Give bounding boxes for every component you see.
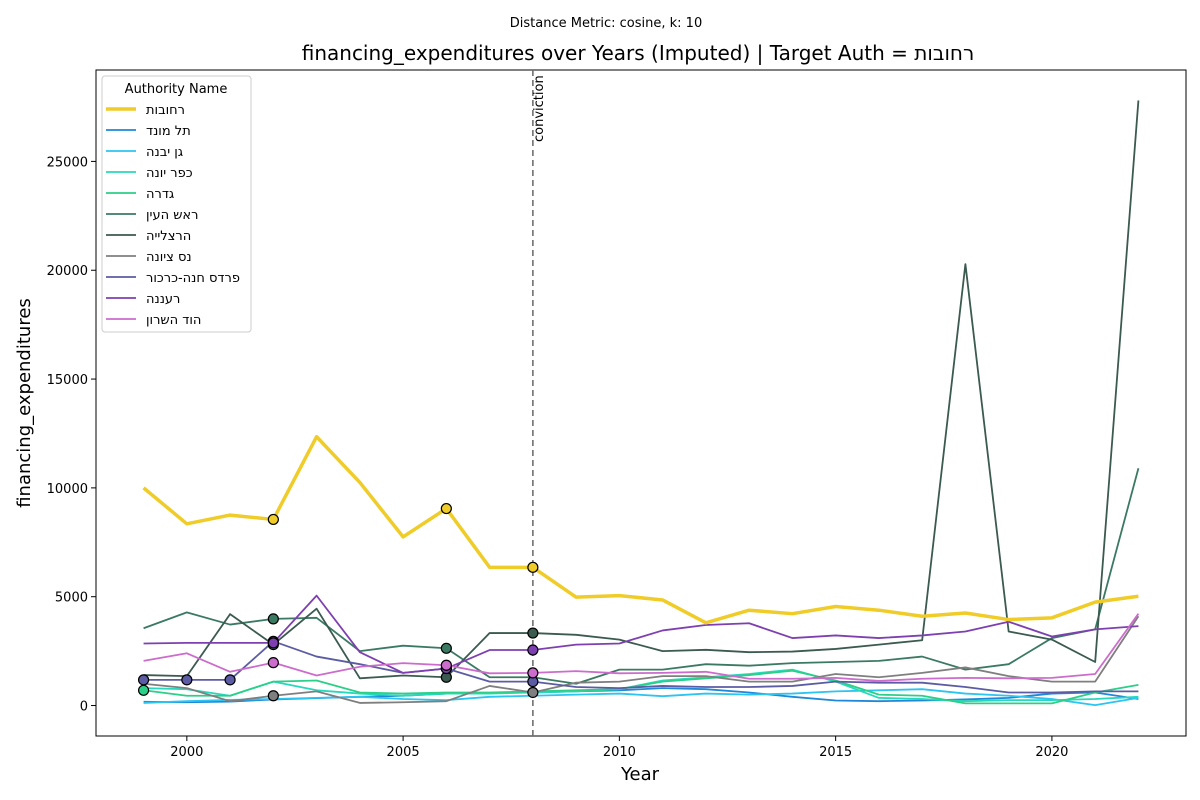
- x-tick-label: 2005: [387, 745, 420, 760]
- conviction-label: conviction: [532, 75, 547, 142]
- y-tick-label: 10000: [47, 482, 88, 497]
- legend-label: רחובות: [146, 103, 185, 118]
- y-tick-label: 0: [80, 700, 88, 715]
- series-line-4: [143, 669, 1139, 705]
- series-line-8: [143, 640, 1139, 694]
- plot-frame: [95, 69, 1187, 737]
- legend: Authority Name רחובות תל מונד גן יבנה כפר י…: [101, 75, 252, 333]
- imputed-point-10: [440, 659, 452, 671]
- imputed-point-10: [267, 657, 279, 669]
- y-axis-label: financing_expenditures: [14, 298, 35, 508]
- chart-title: financing_expenditures over Years (Imput…: [302, 41, 975, 65]
- imputed-point-5: [440, 642, 452, 654]
- legend-label: רעננה: [146, 292, 180, 307]
- imputed-point-8: [137, 674, 150, 686]
- y-tick-label: 5000: [55, 591, 88, 606]
- x-tick-label: 2000: [170, 745, 203, 760]
- imputed-points: [137, 502, 539, 702]
- legend-box: [101, 75, 252, 333]
- imputed-point-10: [527, 667, 539, 679]
- imputed-point-5: [267, 613, 279, 625]
- legend-label: נס ציונה: [146, 250, 192, 265]
- conviction-marker: conviction: [532, 70, 547, 736]
- series-lines: [142, 100, 1140, 706]
- legend-label: ראש העין: [146, 208, 198, 223]
- x-tick-label: 2020: [1035, 745, 1068, 760]
- series-line-5: [143, 468, 1140, 685]
- series-line-6: [143, 100, 1140, 680]
- series-line-0: [142, 434, 1139, 625]
- series-line-9: [143, 594, 1139, 674]
- imputed-point-8: [181, 674, 193, 686]
- imputed-point-0: [267, 513, 279, 526]
- imputed-point-9: [267, 637, 279, 649]
- chart-suptitle: Distance Metric: cosine, k: 10: [510, 16, 702, 31]
- series-line-7: [143, 615, 1140, 704]
- legend-label: פרדס חנה-כרכור: [146, 271, 240, 286]
- series-line-2: [143, 688, 1139, 706]
- x-axis-label: Year: [620, 764, 660, 785]
- x-tick-label: 2015: [819, 745, 852, 760]
- x-tick-label: 2010: [603, 745, 636, 760]
- imputed-point-6: [527, 627, 539, 639]
- legend-label: הוד השרון: [146, 313, 201, 328]
- imputed-point-9: [527, 644, 539, 656]
- y-tick-label: 15000: [47, 373, 88, 388]
- imputed-point-0: [527, 561, 539, 573]
- x-axis: 2000 2005 2010 2015 2020: [170, 736, 1068, 760]
- legend-label: הרצלייה: [146, 229, 191, 244]
- y-tick-label: 20000: [47, 264, 88, 279]
- legend-label: גדרה: [146, 187, 174, 202]
- legend-label: כפר יונה: [146, 166, 193, 181]
- imputed-point-0: [440, 502, 452, 515]
- y-axis: 0 5000 10000 15000 20000 25000: [47, 155, 96, 715]
- y-tick-label: 25000: [47, 155, 88, 170]
- legend-label: תל מונד: [146, 124, 191, 139]
- imputed-point-4: [137, 684, 150, 696]
- series-line-10: [143, 613, 1140, 682]
- imputed-point-8: [224, 674, 236, 686]
- legend-label: גן יבנה: [146, 145, 183, 160]
- imputed-point-7: [267, 690, 279, 702]
- legend-title: Authority Name: [125, 82, 228, 97]
- imputed-point-7: [527, 686, 539, 699]
